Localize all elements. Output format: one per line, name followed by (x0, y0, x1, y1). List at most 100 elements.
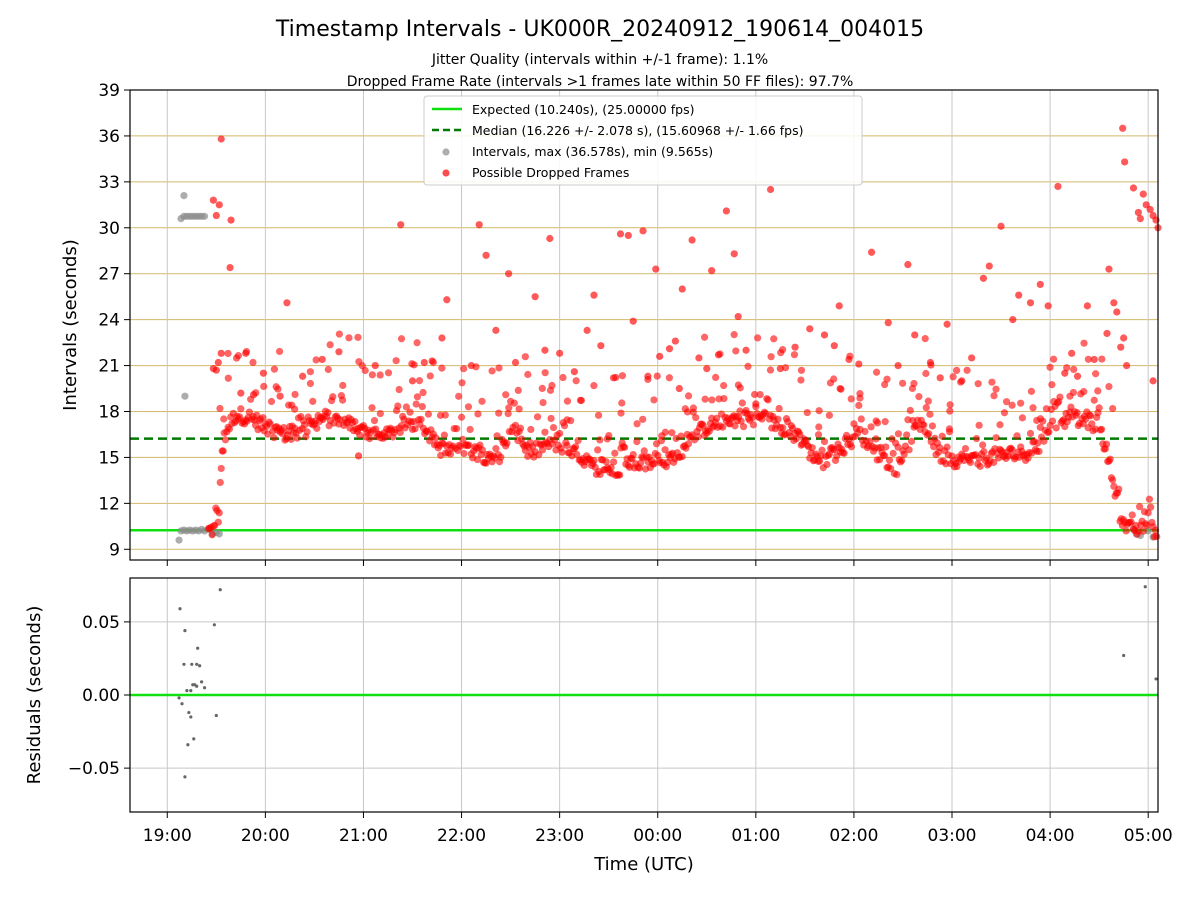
dropped-frame-point (1050, 355, 1058, 363)
dropped-frame-point (675, 384, 683, 393)
dropped-frame-point (961, 444, 970, 453)
dropped-frame-point (216, 478, 224, 487)
dropped-frame-point (533, 413, 542, 421)
dropped-frame-point (504, 409, 512, 418)
residual-point (195, 662, 199, 666)
interval-point (181, 392, 189, 400)
top-y-tick-label: 39 (98, 81, 120, 101)
residual-point (218, 588, 222, 592)
dropped-frame-point (318, 355, 326, 364)
dropped-frame-point (703, 365, 711, 373)
dropped-frame-point (226, 263, 234, 272)
dropped-frame-point (629, 450, 637, 459)
dropped-frame-point (335, 330, 343, 338)
dropped-frame-point (985, 262, 993, 270)
dropped-frame-point (1052, 424, 1060, 432)
dropped-frame-point (861, 427, 869, 436)
chart-subtitle-jitter: Jitter Quality (intervals within +/-1 fr… (431, 52, 768, 68)
dropped-frame-point (695, 354, 703, 362)
dropped-frame-point (609, 374, 618, 382)
dropped-frame-point (464, 403, 473, 411)
dropped-frame-point (856, 390, 864, 398)
dropped-frame-point (616, 230, 625, 238)
dropped-frame-point (926, 410, 934, 418)
dropped-frame-point (720, 381, 728, 390)
dropped-frame-point (775, 404, 783, 413)
x-tick-label: 05:00 (1124, 826, 1173, 846)
dropped-frame-point (214, 358, 222, 367)
dropped-frame-point (368, 404, 376, 412)
residual-point (192, 737, 196, 741)
x-tick-label: 23:00 (535, 826, 584, 846)
dropped-frame-point (867, 248, 876, 256)
dropped-frame-point (541, 428, 549, 436)
dropped-frame-point (803, 408, 811, 417)
dropped-frame-point (1035, 447, 1043, 456)
dropped-frame-point (1109, 476, 1117, 484)
dropped-frame-point (514, 386, 522, 394)
interval-point (180, 192, 188, 200)
dropped-frame-point (1024, 454, 1032, 462)
dropped-frame-point (633, 420, 641, 428)
dropped-frame-point (714, 351, 723, 359)
dropped-frame-point (549, 423, 558, 432)
dropped-frame-point (972, 434, 981, 443)
dropped-frame-point (460, 449, 468, 458)
dropped-frame-point (1136, 214, 1144, 223)
dropped-frame-point (924, 397, 932, 405)
dropped-frame-point (974, 380, 982, 388)
dropped-frame-point (503, 439, 511, 447)
dropped-frame-point (764, 396, 772, 404)
dropped-frame-point (958, 377, 966, 385)
top-y-tick-label: 30 (98, 219, 120, 239)
dropped-frame-point (521, 353, 529, 361)
dropped-frame-point (524, 370, 532, 379)
dropped-frame-point (922, 369, 930, 378)
top-y-tick-label: 21 (98, 357, 120, 377)
dropped-frame-point (312, 356, 320, 364)
dropped-frame-point (1083, 302, 1091, 310)
dropped-frame-point (884, 319, 892, 327)
dropped-frame-point (1122, 527, 1130, 535)
dropped-frame-point (397, 335, 406, 343)
dropped-frame-point (766, 185, 775, 194)
dropped-frame-point (242, 349, 250, 357)
dropped-frame-point (1134, 208, 1142, 217)
dropped-frame-point (1045, 428, 1053, 436)
dropped-frame-point (219, 447, 227, 455)
dropped-frame-point (541, 369, 549, 377)
dropped-frame-point (505, 404, 513, 412)
x-tick-label: 00:00 (633, 826, 682, 846)
dropped-frame-point (665, 374, 673, 382)
dropped-frame-point (814, 431, 823, 439)
dropped-frame-point (975, 421, 983, 429)
dropped-frame-point (1109, 404, 1117, 413)
dropped-frame-point (790, 351, 799, 359)
dropped-frame-point (459, 435, 467, 444)
legend-entry: Expected (10.240s), (25.00000 fps) (432, 102, 694, 117)
dropped-frame-point (837, 385, 845, 393)
dropped-frame-point (889, 449, 897, 457)
dropped-frame-point (694, 433, 702, 441)
dropped-frame-point (570, 368, 578, 376)
dropped-frame-point (639, 227, 647, 235)
residual-point (183, 775, 187, 779)
dropped-frame-point (885, 456, 894, 464)
dropped-frame-point (237, 389, 245, 397)
residual-point (195, 684, 199, 688)
dropped-frame-point (1063, 364, 1071, 372)
interval-point (215, 530, 223, 538)
dropped-frame-point (720, 394, 728, 403)
dropped-frame-point (1092, 370, 1100, 378)
dropped-frame-point (546, 234, 554, 243)
dropped-frame-point (1105, 265, 1113, 273)
dropped-frame-point (396, 428, 404, 437)
dropped-frame-point (650, 396, 658, 404)
dropped-frame-point (602, 458, 610, 466)
residual-point (202, 686, 207, 690)
dropped-frame-point (1036, 415, 1045, 423)
dropped-frame-point (1129, 184, 1138, 192)
dropped-frame-point (301, 421, 309, 429)
dropped-frame-point (583, 326, 591, 334)
dropped-frame-point (730, 331, 738, 339)
